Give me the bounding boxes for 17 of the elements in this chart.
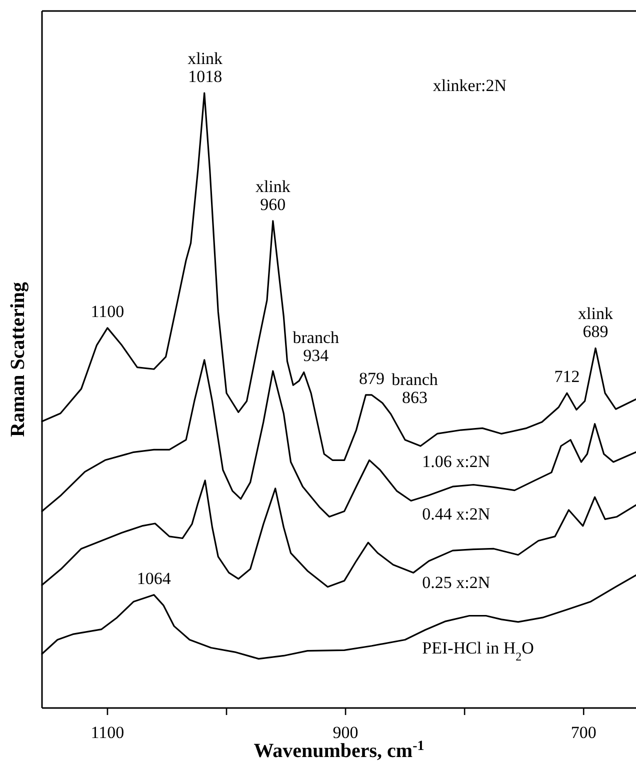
annotation: xlinker:2N: [432, 76, 507, 95]
annotation: xlink 689: [578, 304, 614, 342]
series-label: 0.25 x:2N: [422, 573, 490, 592]
annotation: xlink 1018: [188, 49, 224, 86]
annotation: 712: [554, 367, 580, 386]
annotation: 1064: [136, 568, 172, 588]
series-label: 0.44 x:2N: [422, 504, 490, 524]
annotation: branch 863: [392, 370, 438, 408]
x-tick-label: 700: [570, 723, 596, 742]
annotation: 879: [358, 368, 384, 388]
annotation: 1100: [90, 302, 124, 321]
series-label: 1.06 x:2N: [422, 452, 490, 471]
x-tick-label: 1100: [90, 723, 124, 742]
series-label: PEI-HCl in H$_{2}$O: [422, 638, 534, 664]
y-axis-title: Raman Scattering: [7, 282, 29, 437]
annotation: xlink 960: [255, 176, 291, 214]
annotation: branch 934: [292, 328, 340, 366]
